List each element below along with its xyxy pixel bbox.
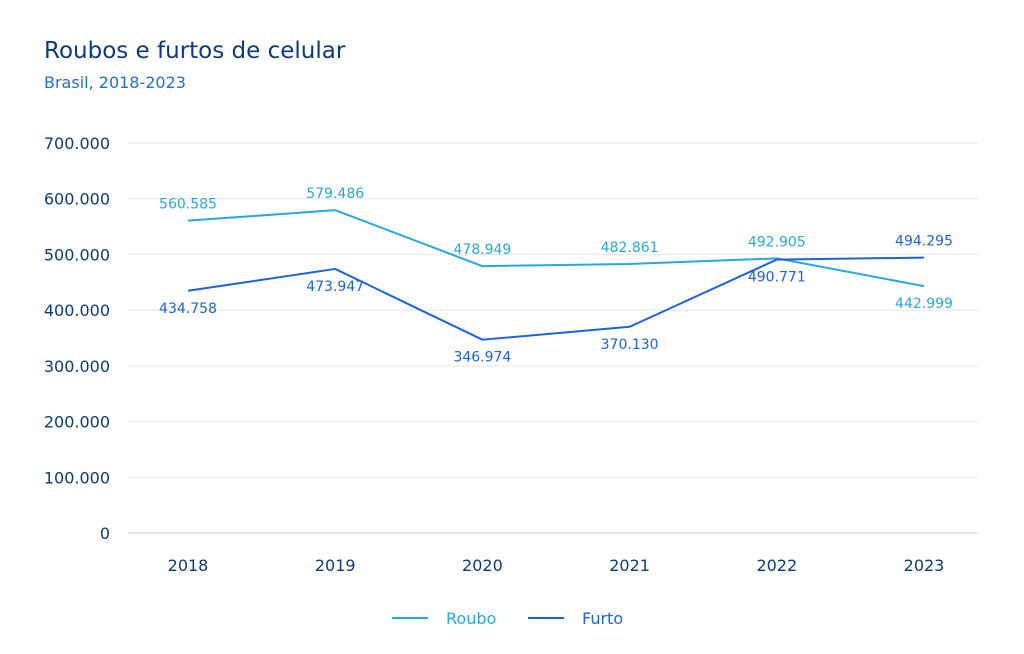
data-label-furto: 494.295 [895, 234, 953, 250]
y-tick-label: 100.000 [44, 468, 110, 487]
x-axis: 2018 2019 2020 2021 2022 2023 [168, 556, 945, 575]
x-tick-label: 2022 [756, 556, 797, 575]
data-labels: 560.585 579.486 478.949 482.861 492.905 442.9… [159, 186, 953, 366]
data-label-furto: 370.130 [601, 337, 659, 353]
x-tick-label: 2021 [609, 556, 650, 575]
x-tick-label: 2019 [315, 556, 356, 575]
y-tick-label: 600.000 [44, 190, 110, 209]
data-label-roubo: 482.861 [601, 240, 659, 256]
y-tick-label: 0 [100, 524, 110, 543]
chart-subtitle: Brasil, 2018-2023 [44, 73, 186, 92]
legend-label-roubo: Roubo [446, 609, 496, 628]
series-lines [187, 209, 925, 341]
data-label-roubo: 579.486 [306, 186, 364, 202]
y-tick-label: 500.000 [44, 245, 110, 264]
data-label-roubo: 560.585 [159, 197, 217, 213]
x-tick-label: 2018 [168, 556, 209, 575]
y-axis: 0 100.000 200.000 300.000 400.000 500.000 600.… [44, 134, 110, 543]
data-label-roubo: 478.949 [453, 242, 511, 258]
y-tick-label: 200.000 [44, 413, 110, 432]
data-label-furto: 434.758 [159, 301, 217, 317]
data-label-roubo: 492.905 [748, 234, 806, 250]
legend-label-furto: Furto [582, 609, 623, 628]
data-label-furto: 473.947 [306, 279, 364, 295]
x-tick-label: 2023 [904, 556, 945, 575]
data-label-furto: 346.974 [453, 350, 511, 366]
y-tick-label: 400.000 [44, 301, 110, 320]
legend: Roubo Furto [392, 609, 623, 628]
x-tick-label: 2020 [462, 556, 503, 575]
series-line-furto [187, 256, 925, 341]
data-label-furto: 490.771 [748, 270, 806, 286]
chart-title: Roubos e furtos de celular [44, 38, 346, 64]
series-line-roubo [187, 209, 925, 288]
y-tick-label: 300.000 [44, 357, 110, 376]
y-tick-label: 700.000 [44, 134, 110, 153]
data-label-roubo: 442.999 [895, 296, 953, 312]
gridlines [128, 142, 978, 534]
